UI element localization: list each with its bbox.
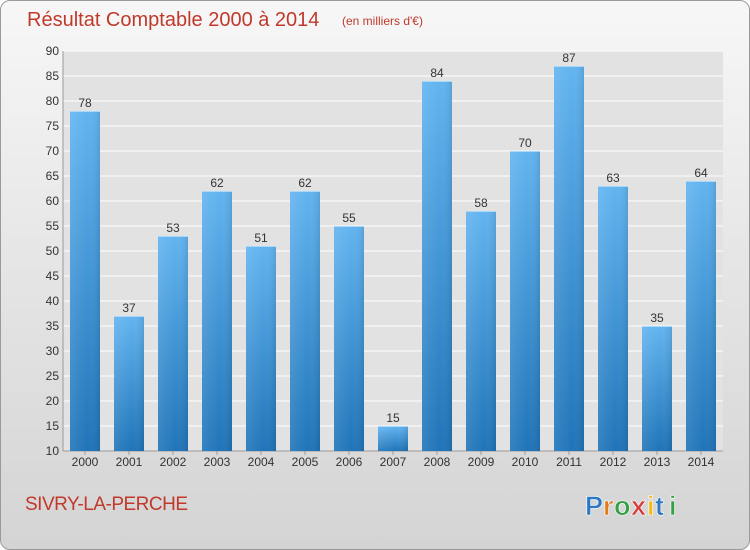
bar-shade [114, 316, 144, 451]
y-tick-label: 45 [46, 269, 60, 283]
y-tick-label: 35 [46, 319, 60, 333]
x-tick-label: 2007 [380, 455, 407, 469]
bar-shade [378, 426, 408, 451]
bar-shade [290, 191, 320, 451]
x-tick-label: 2002 [160, 455, 187, 469]
bar-value-label: 78 [78, 96, 92, 110]
proxiti-logo-mark: P r o x i t i [585, 491, 677, 522]
x-tick-label: 2005 [292, 455, 319, 469]
commune-name: SIVRY-LA-PERCHE [25, 494, 188, 515]
y-tick-label: 30 [46, 344, 60, 358]
bar-shade [510, 151, 540, 451]
bar-value-label: 53 [166, 221, 180, 235]
bar-shade [686, 181, 716, 451]
y-tick-label: 75 [46, 119, 60, 133]
bar-shade [554, 66, 584, 451]
bar-value-label: 58 [474, 196, 488, 210]
bar-shade [70, 111, 100, 451]
y-tick-label: 55 [46, 219, 60, 233]
x-tick-label: 2009 [468, 455, 495, 469]
y-tick-label: 50 [46, 244, 60, 258]
svg-text:P: P [585, 491, 603, 521]
bar-value-label: 70 [518, 136, 532, 150]
y-tick-label: 25 [46, 369, 60, 383]
chart-subtitle: (en milliers d'€) [342, 14, 423, 28]
y-tick-label: 40 [46, 294, 60, 308]
proxiti-logo: P r o x i t i [583, 488, 693, 522]
x-tick-label: 2004 [248, 455, 275, 469]
bar-value-label: 64 [694, 166, 708, 180]
x-tick-label: 2012 [600, 455, 627, 469]
bar-shade [158, 236, 188, 451]
x-tick-label: 2000 [72, 455, 99, 469]
svg-text:i: i [669, 491, 677, 521]
y-tick-label: 10 [46, 444, 60, 458]
bar-value-label: 35 [650, 311, 664, 325]
y-tick-label: 90 [46, 44, 60, 58]
chart-title: Résultat Comptable 2000 à 2014 [27, 9, 320, 31]
bar-value-label: 62 [210, 176, 224, 190]
bar-shade [334, 226, 364, 451]
y-tick-label: 70 [46, 144, 60, 158]
x-tick-label: 2013 [644, 455, 671, 469]
svg-text:t: t [655, 491, 664, 521]
x-tick-label: 2014 [688, 455, 715, 469]
y-tick-label: 65 [46, 169, 60, 183]
y-tick-label: 15 [46, 419, 60, 433]
bar-value-label: 63 [606, 171, 620, 185]
y-tick-label: 85 [46, 69, 60, 83]
svg-text:r: r [603, 491, 614, 521]
bar-shade [598, 186, 628, 451]
x-tick-label: 2011 [556, 455, 582, 469]
bar-value-label: 55 [342, 211, 356, 225]
svg-text:x: x [631, 491, 646, 521]
bar-value-label: 51 [254, 231, 268, 245]
bar-shade [466, 211, 496, 451]
x-tick-label: 2008 [424, 455, 451, 469]
y-tick-label: 80 [46, 94, 60, 108]
bar-value-label: 87 [562, 51, 576, 65]
bar-value-label: 15 [386, 411, 400, 425]
x-tick-label: 2006 [336, 455, 363, 469]
bar-shade [246, 246, 276, 451]
x-tick-label: 2010 [512, 455, 539, 469]
bar-value-label: 62 [298, 176, 312, 190]
bar-shade [202, 191, 232, 451]
bar-shade [642, 326, 672, 451]
bar-shade [422, 81, 452, 451]
bar-value-label: 84 [430, 66, 444, 80]
x-tick-label: 2001 [116, 455, 143, 469]
y-tick-label: 20 [46, 394, 60, 408]
x-tick-label: 2003 [204, 455, 231, 469]
svg-text:o: o [614, 491, 631, 521]
y-tick-label: 60 [46, 194, 60, 208]
bar-value-label: 37 [122, 301, 136, 315]
svg-text:i: i [647, 491, 655, 521]
